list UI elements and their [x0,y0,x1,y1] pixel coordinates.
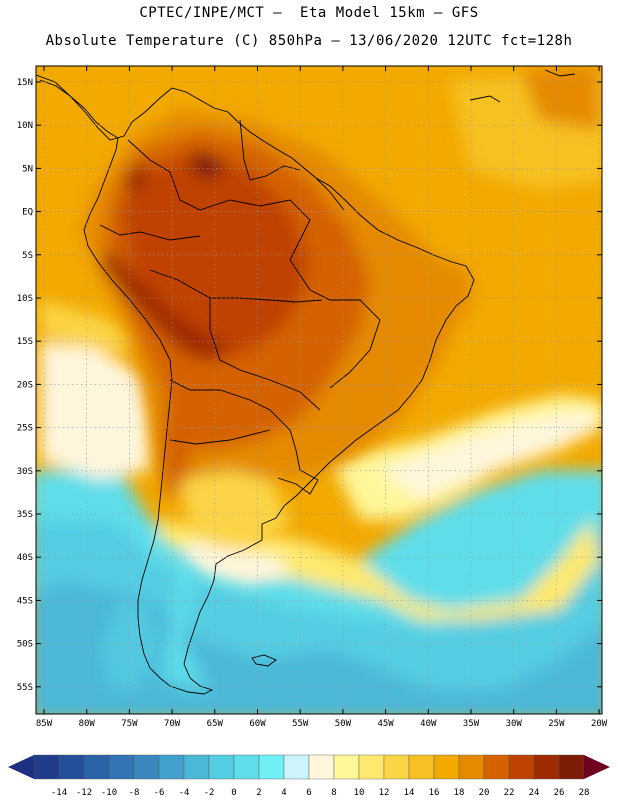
lat-label: 50S [17,640,33,650]
lon-label: 75W [121,719,138,729]
lat-label: 25S [17,424,33,434]
lon-label: 80W [79,719,96,729]
lat-label: 55S [17,683,33,693]
colorbar-cell [83,754,110,780]
lat-label: 30S [17,467,33,477]
colorbar-label: 18 [454,788,465,798]
lon-label: 40W [420,719,437,729]
colorbar-cell [233,754,260,780]
coastlines [36,69,576,695]
colorbar-cell [533,754,560,780]
lon-label: 25W [548,719,565,729]
lat-label: 35S [17,510,33,520]
lat-label: 10S [17,294,33,304]
title-line-2: Absolute Temperature (C) 850hPa – 13/06/… [45,33,573,49]
colorbar-cell [508,754,535,780]
colorbar-label: 20 [479,788,490,798]
colorbar-cell [58,754,85,780]
lon-label: 35W [463,719,480,729]
lat-lon-grid [36,66,602,714]
colorbar-label: 14 [404,788,415,798]
colorbar: -14 -12 -10 -8 -6 -4 -2 0 2 4 6 8 10 12 14 16 18 20 22 24 26… [8,754,610,798]
map-frame [35,65,603,715]
colorbar-label: 24 [529,788,540,798]
lon-label: 60W [249,719,266,729]
colorbar-label: -12 [76,788,92,798]
colorbar-cell [33,754,60,780]
lat-label: 10N [17,121,33,131]
lat-label: 15N [17,78,33,88]
title-line-1: CPTEC/INPE/MCT – Eta Model 15km – GFS [139,5,479,21]
colorbar-label: 2 [256,788,261,798]
lat-label: 45S [17,596,33,606]
colorbar-over-triangle [584,755,610,779]
colorbar-cell [333,754,360,780]
lon-label: 30W [506,719,523,729]
lon-label: 65W [207,719,224,729]
colorbar-label: 28 [579,788,590,798]
colorbar-label: 16 [429,788,440,798]
colorbar-label: 4 [281,788,286,798]
colorbar-label: 6 [306,788,311,798]
colorbar-cell [158,754,185,780]
lon-label: 45W [377,719,394,729]
lat-label: 5N [22,164,33,174]
colorbar-label: 8 [331,788,336,798]
colorbar-cell [558,754,585,780]
colorbar-cell [258,754,285,780]
lon-label: 20W [591,719,608,729]
colorbar-cell [458,754,485,780]
colorbar-label: -6 [154,788,165,798]
colorbar-label: 10 [354,788,365,798]
colorbar-label: 22 [504,788,515,798]
colorbar-label: 26 [554,788,565,798]
lat-label: 5S [22,251,33,261]
lat-label: 15S [17,337,33,347]
lon-label: 55W [292,719,309,729]
colorbar-cell [383,754,410,780]
colorbar-label: -4 [179,788,190,798]
colorbar-label: -2 [204,788,215,798]
colorbar-label: -10 [101,788,117,798]
colorbar-cell [108,754,135,780]
lat-label: 40S [17,553,33,563]
lon-label: 50W [335,719,352,729]
colorbar-label: -8 [129,788,140,798]
lon-label: 85W [36,719,53,729]
lat-label: EQ [22,208,33,218]
colorbar-cell [358,754,385,780]
colorbar-cell [483,754,510,780]
colorbar-cell [183,754,210,780]
temperature-field [36,66,602,714]
colorbar-cell [408,754,435,780]
colorbar-cell [133,754,160,780]
colorbar-label: 12 [379,788,390,798]
colorbar-cell [308,754,335,780]
lon-label: 70W [164,719,181,729]
colorbar-cell [433,754,460,780]
colorbar-cell [283,754,310,780]
colorbar-under-triangle [8,755,34,779]
colorbar-cell [208,754,235,780]
lat-label: 20S [17,380,33,390]
colorbar-label: 0 [231,788,236,798]
colorbar-label: -14 [51,788,67,798]
